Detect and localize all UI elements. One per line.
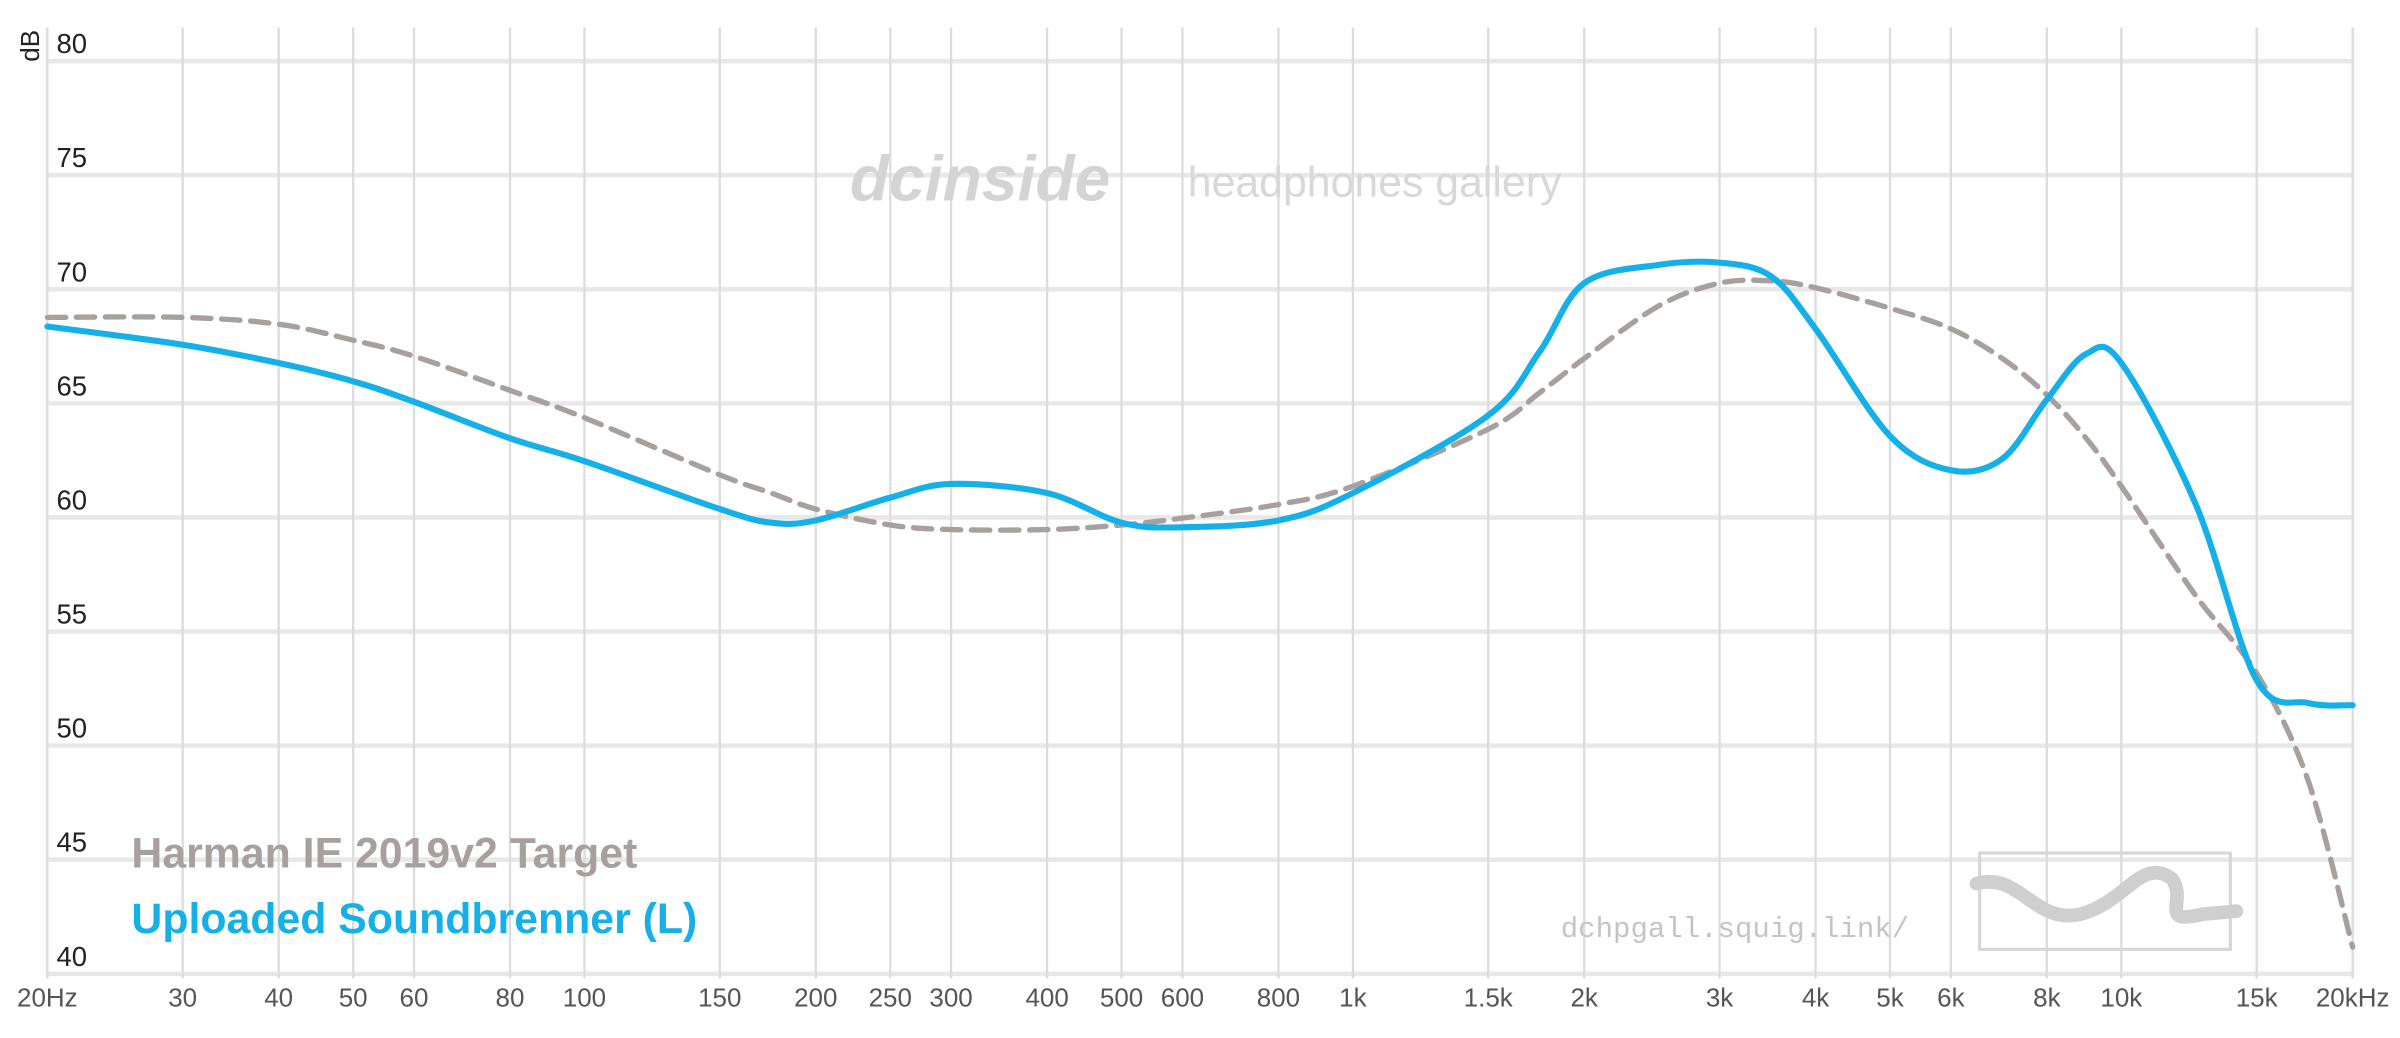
x-tick-label: 4k	[1802, 983, 1830, 1013]
y-tick-label: 75	[57, 142, 88, 173]
watermark-text: headphones gallery	[1188, 158, 1562, 206]
x-tick-label: 50	[339, 983, 368, 1013]
legend-entry: Harman IE 2019v2 Target	[131, 829, 637, 877]
x-tick-label: 1.5k	[1464, 983, 1514, 1013]
logo	[1969, 851, 2244, 951]
x-tick-label: 20kHz	[2316, 983, 2390, 1013]
y-axis-label: dB	[15, 30, 45, 62]
y-tick-label: 55	[57, 599, 88, 630]
line-series	[44, 258, 2356, 709]
legend-entry: Uploaded Soundbrenner (L)	[131, 895, 697, 943]
x-tick-label: 300	[929, 983, 972, 1013]
x-tick-label: 15k	[2236, 983, 2279, 1013]
x-tick-label: 100	[563, 983, 606, 1013]
x-tick-label: 80	[496, 983, 525, 1013]
y-tick-label: 70	[57, 256, 88, 287]
x-tick-label: 40	[264, 983, 293, 1013]
grid: 40 45 50 55 60 65 70 75 80 20Hz 30 40 50 60 80 100 150 20…	[17, 27, 2390, 1013]
x-tick-label: 3k	[1706, 983, 1734, 1013]
x-tick-label: 6k	[1937, 983, 1965, 1013]
x-tick-label: 1k	[1339, 983, 1367, 1013]
x-tick-label: 30	[168, 983, 197, 1013]
x-tick-label: 8k	[2033, 983, 2061, 1013]
y-tick-label: 45	[57, 827, 88, 858]
y-tick-label: 65	[57, 370, 88, 401]
x-tick-label: 250	[869, 983, 912, 1013]
y-tick-label: 60	[57, 484, 88, 515]
x-tick-label: 150	[698, 983, 741, 1013]
x-tick-label: 200	[794, 983, 837, 1013]
x-tick-label: 500	[1100, 983, 1143, 1013]
x-tick-label: 800	[1257, 983, 1300, 1013]
x-tick-label: 400	[1025, 983, 1068, 1013]
plot	[44, 258, 2356, 950]
y-tick-label: 50	[57, 713, 88, 744]
x-tick-label: 5k	[1876, 983, 1904, 1013]
x-tick-label: 10k	[2100, 983, 2143, 1013]
x-tick-label: 2k	[1570, 983, 1598, 1013]
x-tick-label: 600	[1161, 983, 1204, 1013]
x-tick-label: 60	[400, 983, 429, 1013]
legend: Harman IE 2019v2 Target Uploaded Soundbre…	[131, 829, 697, 943]
watermark-brand: dcinside	[850, 142, 1110, 214]
x-tick-label: 20Hz	[17, 983, 78, 1013]
watermark-url: dchpgall.squig.link/	[1561, 913, 1909, 946]
y-tick-label: 80	[57, 28, 88, 59]
y-tick-label: 40	[57, 941, 88, 972]
